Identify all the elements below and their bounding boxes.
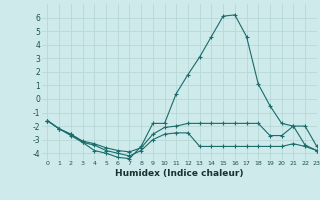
X-axis label: Humidex (Indice chaleur): Humidex (Indice chaleur) [115, 169, 244, 178]
